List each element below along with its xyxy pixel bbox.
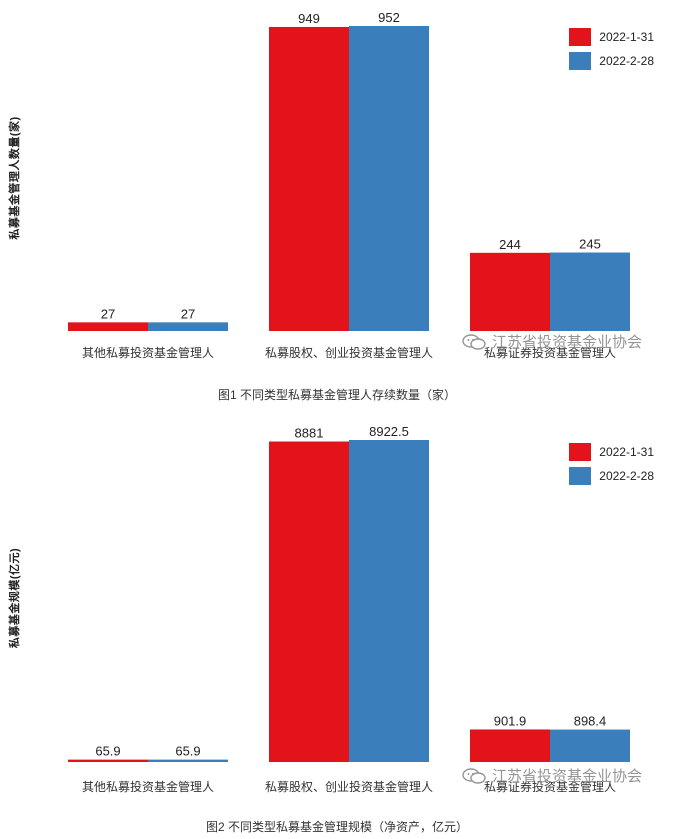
data-label: 27 <box>101 306 115 321</box>
legend-label: 2022-1-31 <box>599 445 654 459</box>
bar-series-1 <box>68 759 148 762</box>
bar-series-2 <box>148 322 228 331</box>
data-label: 8881 <box>295 425 324 440</box>
watermark-text: 江苏省投资基金业协会 <box>492 334 643 351</box>
chart-panel-1: 27 27 其他私募投资基金管理人 949 952 私募股权、创业投资基金管理人 244 24… <box>0 0 674 410</box>
bar-series-1 <box>269 441 349 762</box>
data-label: 898.4 <box>574 714 607 729</box>
legend: 2022-1-31 2022-2-28 <box>569 441 654 489</box>
watermark-text: 江苏省投资基金业协会 <box>492 768 643 785</box>
category-label: 其他私募投资基金管理人 <box>82 345 214 360</box>
legend-swatch-blue <box>569 467 592 485</box>
category-label: 私募股权、创业投资基金管理人 <box>265 345 433 360</box>
legend: 2022-1-31 2022-2-28 <box>569 26 654 74</box>
bar-series-1 <box>470 729 550 762</box>
figure-caption: 图1 不同类型私募基金管理人存续数量（家） <box>217 388 456 402</box>
bar-chart-2: 65.9 65.9 其他私募投资基金管理人 8881 8922.5 私募股权、创业投资基金… <box>68 424 630 794</box>
y-axis-label: 私募基金规模(亿元) <box>9 547 21 649</box>
legend-swatch-blue <box>569 52 592 70</box>
bar-series-2 <box>550 729 630 762</box>
bar-chart-1: 27 27 其他私募投资基金管理人 949 952 私募股权、创业投资基金管理人 244 24… <box>68 10 630 360</box>
data-label: 244 <box>499 237 521 252</box>
bar-series-2 <box>349 26 429 331</box>
data-label: 952 <box>378 10 400 25</box>
category-label: 私募股权、创业投资基金管理人 <box>265 779 433 794</box>
data-label: 245 <box>579 237 601 252</box>
bar-series-1 <box>68 322 148 331</box>
data-label: 65.9 <box>95 744 120 759</box>
bar-series-1 <box>269 26 349 332</box>
bar-series-2 <box>550 252 630 331</box>
legend-item-series-2: 2022-2-28 <box>569 50 654 72</box>
bar-series-2 <box>349 440 429 762</box>
category-label: 其他私募投资基金管理人 <box>82 779 214 794</box>
legend-label: 2022-2-28 <box>599 54 654 68</box>
legend-item-series-1: 2022-1-31 <box>569 26 654 48</box>
figure-caption: 图2 不同类型私募基金管理规模（净资产，亿元） <box>205 820 468 834</box>
legend-swatch-red <box>569 443 592 461</box>
data-label: 901.9 <box>494 713 527 728</box>
wechat-icon <box>462 333 486 350</box>
legend-item-series-1: 2022-1-31 <box>569 441 654 463</box>
data-label: 27 <box>181 306 195 321</box>
data-label: 8922.5 <box>369 424 409 439</box>
legend-label: 2022-2-28 <box>599 469 654 483</box>
legend-item-series-2: 2022-2-28 <box>569 465 654 487</box>
y-axis-label: 私募基金管理人数量(家) <box>9 116 21 240</box>
watermark: 江苏省投资基金业协会 <box>462 331 642 352</box>
data-label: 65.9 <box>175 744 200 759</box>
watermark: 江苏省投资基金业协会 <box>462 765 642 786</box>
legend-swatch-red <box>569 28 592 46</box>
bar-series-1 <box>470 252 550 331</box>
category-label: 私募证券投资基金管理人 <box>484 779 616 794</box>
legend-label: 2022-1-31 <box>599 30 654 44</box>
chart-panel-2: 65.9 65.9 其他私募投资基金管理人 8881 8922.5 私募股权、创业投资基金… <box>0 415 674 839</box>
data-label: 949 <box>298 11 320 26</box>
category-label: 私募证券投资基金管理人 <box>484 345 616 360</box>
wechat-icon <box>462 767 486 784</box>
bar-series-2 <box>148 759 228 762</box>
